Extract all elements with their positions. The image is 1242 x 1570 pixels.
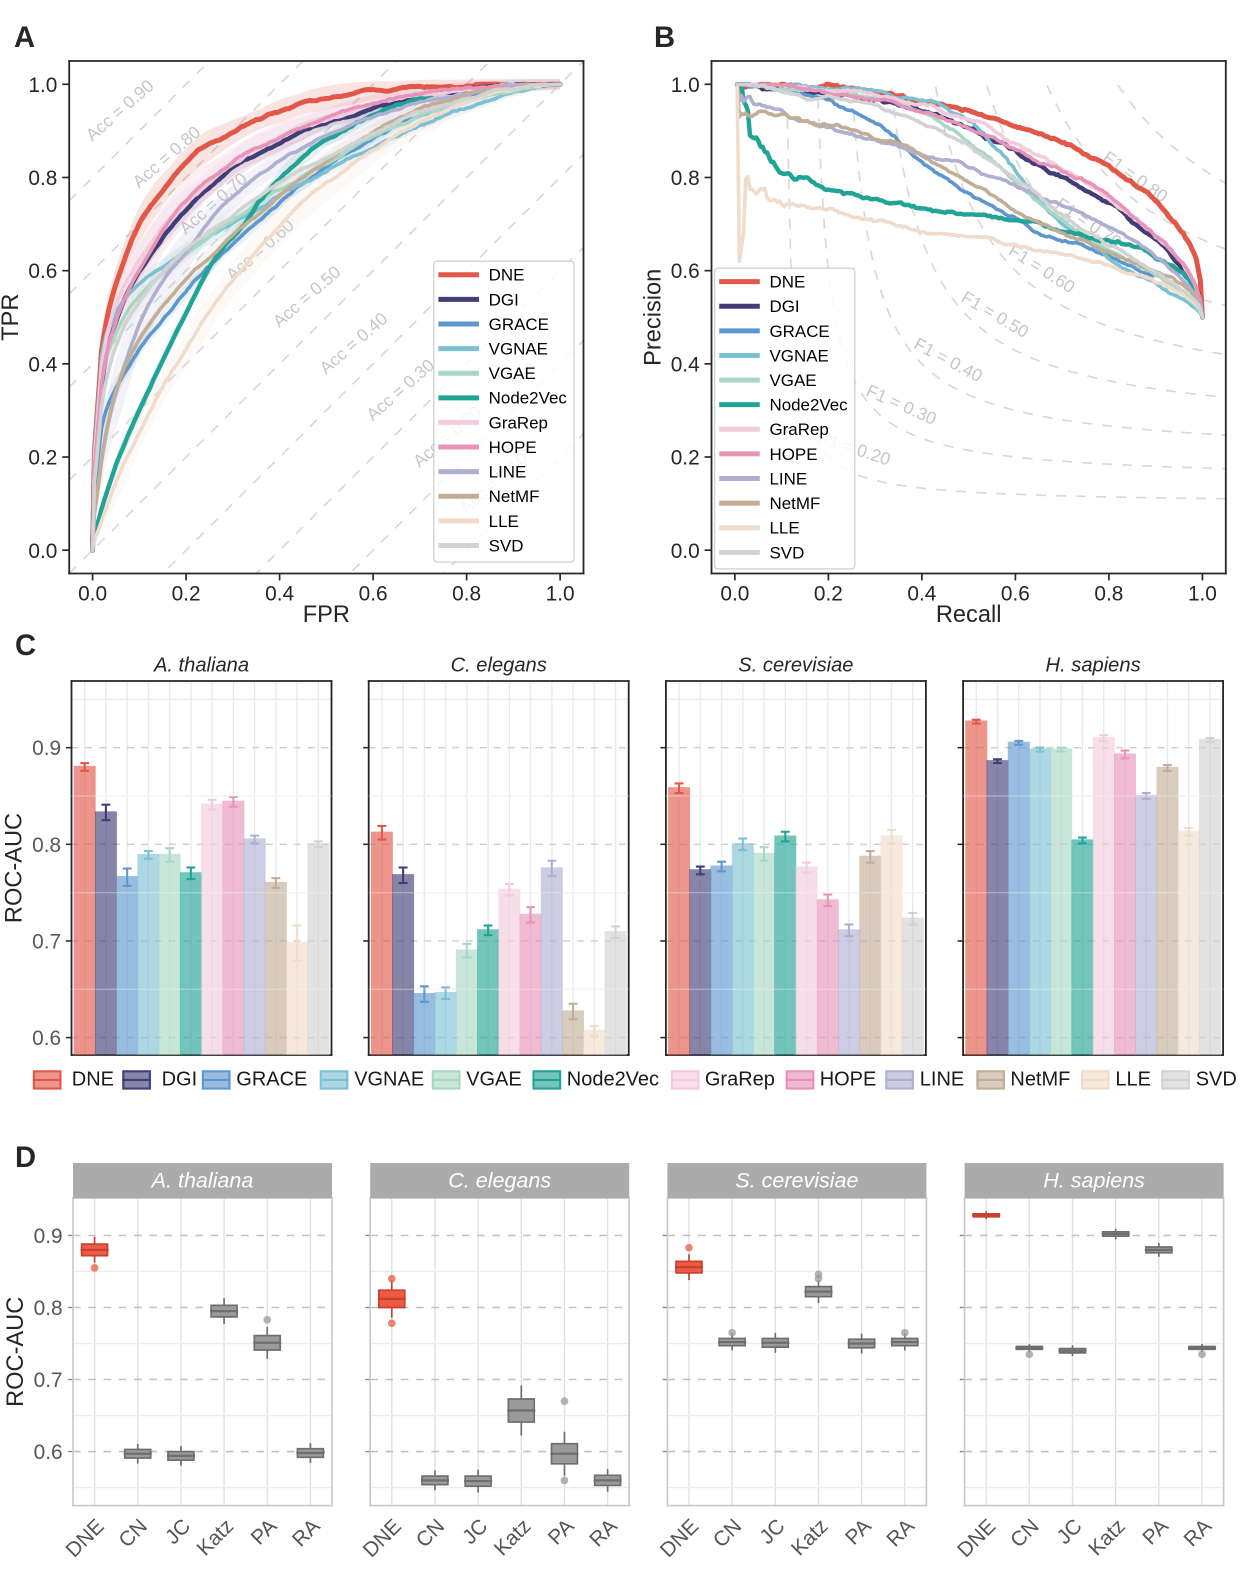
svg-text:VGNAE: VGNAE [769,346,828,365]
svg-text:0.9: 0.9 [34,1225,63,1248]
svg-text:0.8: 0.8 [1094,582,1123,605]
svg-text:0.6: 0.6 [359,582,388,605]
svg-text:0.0: 0.0 [720,582,749,605]
svg-text:GRACE: GRACE [489,315,549,334]
svg-text:NetMF: NetMF [769,494,820,513]
svg-text:0.4: 0.4 [28,353,57,376]
svg-text:GraRep: GraRep [705,1069,775,1091]
svg-text:FPR: FPR [303,602,350,628]
svg-text:0.0: 0.0 [671,540,700,563]
svg-text:DGI: DGI [769,297,799,316]
svg-text:HOPE: HOPE [769,445,817,464]
svg-text:0.7: 0.7 [34,1369,63,1392]
svg-text:GraRep: GraRep [769,420,828,439]
svg-text:ROC-AUC: ROC-AUC [2,813,28,923]
svg-text:B: B [654,22,675,54]
svg-text:1.0: 1.0 [546,582,575,605]
svg-text:DNE: DNE [72,1069,114,1091]
svg-text:0.8: 0.8 [452,582,481,605]
svg-text:S. cerevisiae: S. cerevisiae [735,1168,858,1192]
svg-text:0.2: 0.2 [172,582,201,605]
svg-text:1.0: 1.0 [28,74,57,97]
svg-text:VGAE: VGAE [489,364,536,383]
svg-text:0.4: 0.4 [265,582,294,605]
svg-text:1.0: 1.0 [1188,582,1217,605]
svg-text:VGNAE: VGNAE [489,340,548,359]
svg-text:LINE: LINE [769,469,807,488]
svg-text:A: A [14,22,35,54]
svg-text:DGI: DGI [489,290,519,309]
svg-text:0.6: 0.6 [1001,582,1030,605]
svg-text:Recall: Recall [936,602,1002,628]
svg-text:NetMF: NetMF [489,487,540,506]
svg-text:SVD: SVD [1196,1069,1237,1091]
svg-text:ROC-AUC: ROC-AUC [3,1297,29,1407]
svg-text:LINE: LINE [920,1069,964,1091]
svg-text:0.2: 0.2 [814,582,843,605]
svg-text:0.6: 0.6 [34,1441,63,1464]
svg-text:0.4: 0.4 [671,353,700,376]
svg-text:A. thaliana: A. thaliana [150,1168,254,1192]
svg-text:GRACE: GRACE [236,1069,307,1091]
svg-text:1.0: 1.0 [671,74,700,97]
svg-text:C: C [15,630,36,662]
svg-text:0.0: 0.0 [28,540,57,563]
svg-text:Node2Vec: Node2Vec [489,389,568,408]
svg-text:LLE: LLE [489,512,519,531]
svg-text:0.9: 0.9 [32,737,61,760]
svg-text:0.8: 0.8 [32,834,61,857]
svg-text:0.2: 0.2 [671,447,700,470]
svg-text:Node2Vec: Node2Vec [769,396,848,415]
svg-text:0.8: 0.8 [671,167,700,190]
svg-text:HOPE: HOPE [489,438,537,457]
svg-text:VGAE: VGAE [769,371,816,390]
svg-text:LLE: LLE [769,519,799,538]
svg-text:0.7: 0.7 [32,931,61,954]
svg-text:GRACE: GRACE [769,322,829,341]
svg-text:DNE: DNE [489,266,525,285]
svg-text:D: D [15,1142,36,1174]
svg-text:LINE: LINE [489,463,527,482]
svg-text:0.6: 0.6 [28,260,57,283]
svg-text:H. sapiens: H. sapiens [1046,654,1141,676]
svg-text:NetMF: NetMF [1010,1069,1070,1091]
svg-text:HOPE: HOPE [820,1069,877,1091]
svg-text:C. elegans: C. elegans [451,654,547,676]
svg-text:LLE: LLE [1115,1069,1151,1091]
svg-text:VGAE: VGAE [466,1069,522,1091]
svg-text:0.2: 0.2 [28,447,57,470]
svg-text:A. thaliana: A. thaliana [153,654,249,676]
svg-text:0.8: 0.8 [34,1297,63,1320]
svg-text:SVD: SVD [769,543,804,562]
svg-text:Node2Vec: Node2Vec [567,1069,659,1091]
svg-text:TPR: TPR [0,294,24,341]
svg-text:0.0: 0.0 [78,582,107,605]
svg-text:SVD: SVD [489,536,524,555]
svg-text:0.6: 0.6 [32,1027,61,1050]
svg-text:0.4: 0.4 [907,582,936,605]
svg-text:H. sapiens: H. sapiens [1043,1168,1145,1192]
svg-text:DGI: DGI [162,1069,198,1091]
svg-text:Precision: Precision [640,269,666,366]
svg-text:GraRep: GraRep [489,413,548,432]
svg-text:0.8: 0.8 [28,167,57,190]
svg-text:VGNAE: VGNAE [354,1069,424,1091]
svg-text:0.6: 0.6 [671,260,700,283]
svg-text:S. cerevisiae: S. cerevisiae [738,654,853,676]
svg-text:C. elegans: C. elegans [448,1168,551,1192]
svg-text:DNE: DNE [769,273,805,292]
